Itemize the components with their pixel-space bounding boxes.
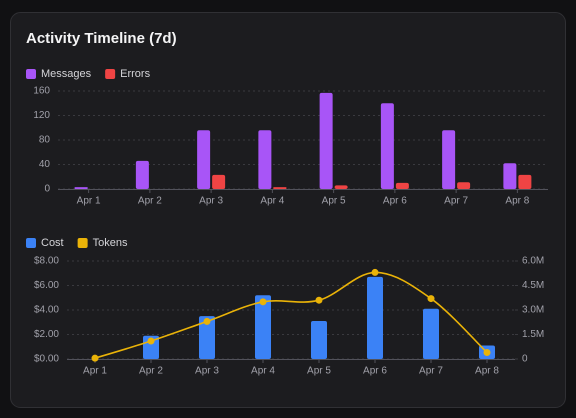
y-tick-label: 160 <box>33 86 50 97</box>
point <box>259 298 267 306</box>
point <box>371 268 379 276</box>
point <box>91 354 99 362</box>
legend-swatch <box>77 238 88 248</box>
bar <box>334 185 348 189</box>
bar <box>395 182 409 189</box>
x-tick-label: Apr 6 <box>383 196 407 207</box>
legend-label: Cost <box>41 237 64 249</box>
y2-tick-label: 1.5M <box>522 329 544 340</box>
y-tick-label: 120 <box>33 110 50 121</box>
bar <box>199 316 215 359</box>
bar <box>255 295 271 359</box>
x-tick-label: Apr 3 <box>195 366 219 377</box>
y-tick-label: $4.00 <box>34 305 59 316</box>
bar <box>319 92 333 189</box>
x-tick-label: Apr 8 <box>505 196 529 207</box>
bar <box>423 308 439 359</box>
point <box>147 337 155 345</box>
y-tick-label: $8.00 <box>34 256 59 267</box>
bar <box>442 130 456 189</box>
x-tick-label: Apr 2 <box>138 196 162 207</box>
legend-swatch <box>26 69 36 79</box>
x-tick-label: Apr 5 <box>307 366 331 377</box>
x-tick-label: Apr 1 <box>77 196 101 207</box>
x-tick-label: Apr 5 <box>322 196 346 207</box>
legend-swatch <box>26 238 36 248</box>
bar <box>197 130 211 189</box>
bar <box>273 187 287 189</box>
x-tick-label: Apr 3 <box>199 196 223 207</box>
bar <box>457 182 471 189</box>
legend-label: Messages <box>41 68 92 80</box>
point <box>203 317 211 325</box>
x-tick-label: Apr 6 <box>363 366 387 377</box>
y-tick-label: $6.00 <box>34 280 59 291</box>
legend-label: Errors <box>120 68 150 80</box>
x-tick-label: Apr 4 <box>251 366 275 377</box>
bar <box>380 103 394 189</box>
point <box>315 296 323 304</box>
y-tick-label: 0 <box>44 184 50 195</box>
y-tick-label: 40 <box>39 159 51 170</box>
bar <box>503 163 517 189</box>
x-tick-label: Apr 1 <box>83 366 107 377</box>
y-tick-label: $2.00 <box>34 329 59 340</box>
y2-tick-label: 4.5M <box>522 280 544 291</box>
point <box>483 348 491 356</box>
card-title: Activity Timeline (7d) <box>26 30 177 47</box>
y2-tick-label: 0 <box>522 354 528 365</box>
bar <box>518 174 532 189</box>
card <box>10 12 566 408</box>
x-tick-label: Apr 4 <box>260 196 284 207</box>
y-tick-label: $0.00 <box>34 354 59 365</box>
point <box>427 295 435 303</box>
legend-label: Tokens <box>93 237 128 249</box>
bar <box>74 187 88 189</box>
x-tick-label: Apr 8 <box>475 366 499 377</box>
bar <box>367 276 383 359</box>
y2-tick-label: 3.0M <box>522 305 544 316</box>
bar <box>311 321 327 359</box>
x-tick-label: Apr 7 <box>444 196 468 207</box>
bar <box>212 174 226 189</box>
y2-tick-label: 6.0M <box>522 256 544 267</box>
y-tick-label: 80 <box>39 135 51 146</box>
x-tick-label: Apr 2 <box>139 366 163 377</box>
legend-swatch <box>105 69 116 79</box>
bar <box>135 160 149 189</box>
x-tick-label: Apr 7 <box>419 366 443 377</box>
bar <box>258 130 272 189</box>
